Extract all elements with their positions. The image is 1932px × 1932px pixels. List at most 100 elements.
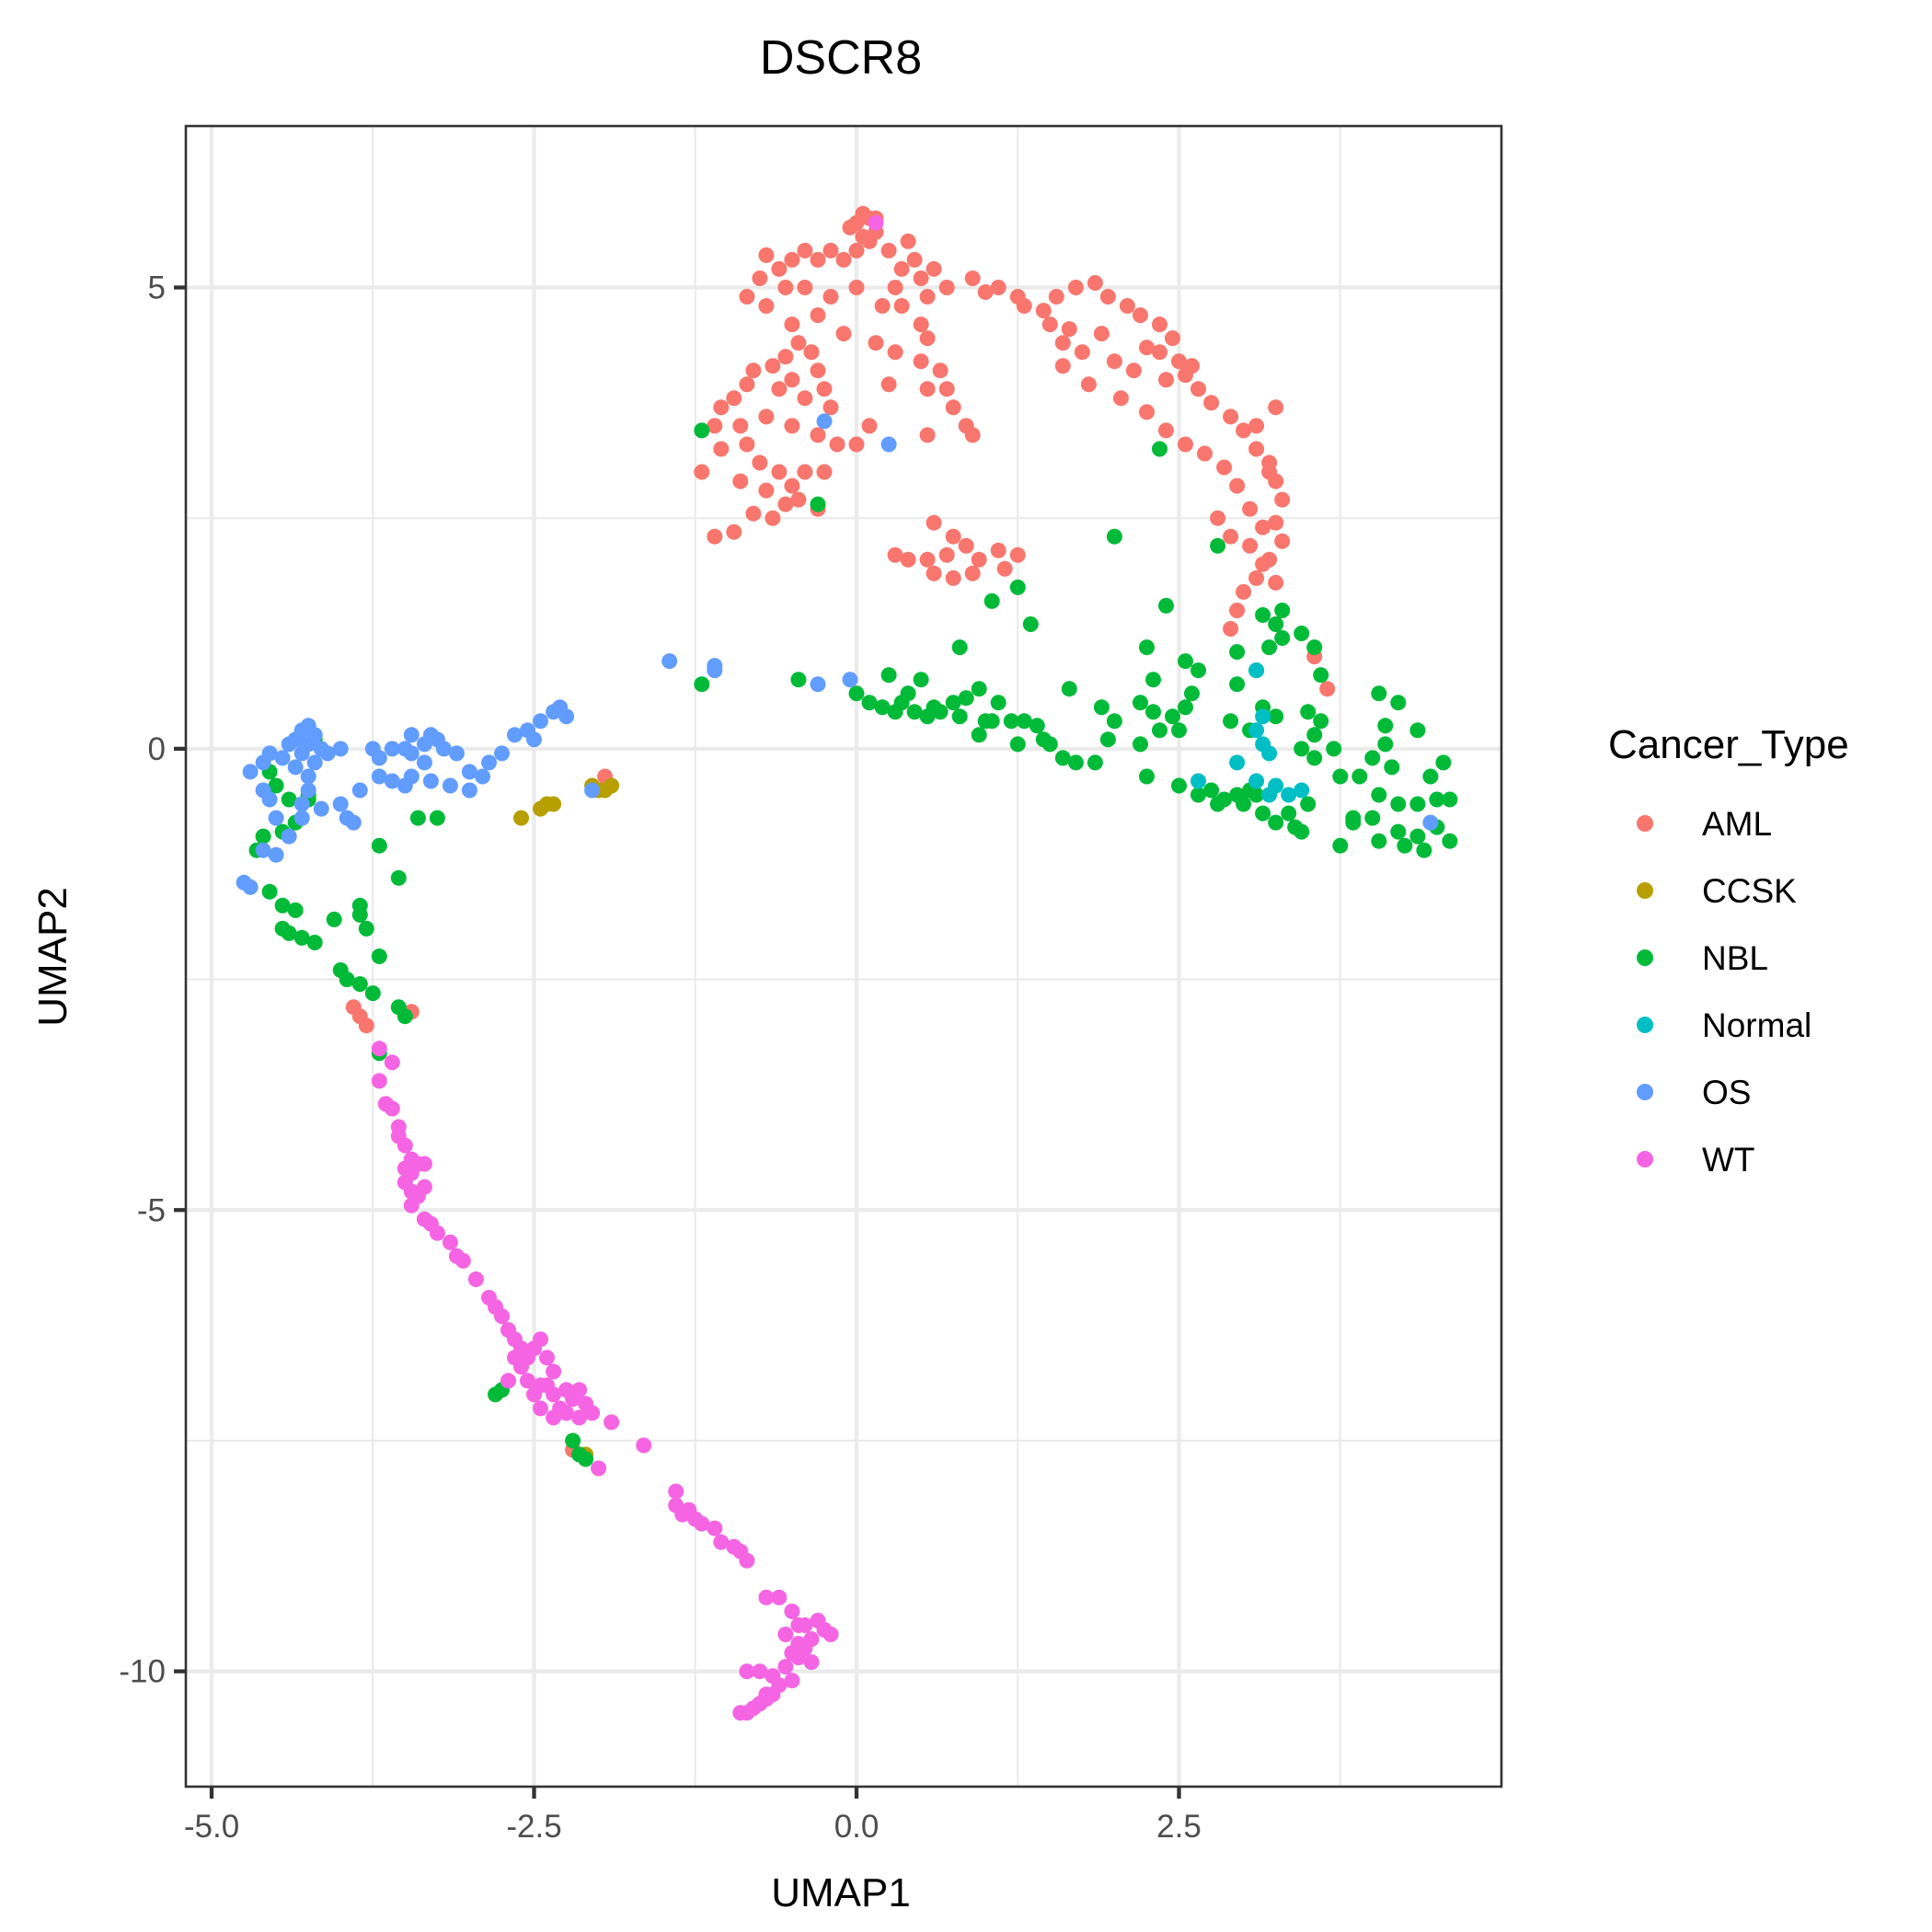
data-point [816, 381, 833, 397]
data-point [1152, 344, 1167, 361]
data-point [739, 1663, 755, 1680]
data-point [1384, 759, 1400, 776]
data-point [397, 777, 413, 794]
data-point [1061, 321, 1077, 338]
data-point [810, 251, 826, 268]
x-tick-label: 0.0 [834, 1809, 880, 1845]
data-point [300, 768, 316, 785]
data-point [990, 280, 1006, 295]
data-point [887, 344, 903, 361]
data-point [358, 920, 374, 937]
data-point [861, 695, 878, 711]
data-point [293, 810, 310, 826]
data-point [938, 280, 955, 295]
data-point [880, 436, 897, 453]
data-point [1029, 718, 1045, 734]
data-point [797, 464, 813, 480]
data-point [752, 1663, 768, 1680]
legend-label: WT [1702, 1141, 1755, 1179]
data-point [558, 1382, 575, 1398]
series-ccsk [513, 777, 620, 1463]
data-point [777, 1627, 794, 1642]
data-point [1016, 713, 1032, 730]
data-point [784, 251, 800, 268]
data-point [919, 551, 936, 568]
data-point [539, 1377, 555, 1394]
data-point [1300, 704, 1317, 720]
data-point [765, 1668, 781, 1685]
data-points [236, 205, 1458, 1721]
data-point [332, 741, 349, 757]
legend-key [1637, 815, 1653, 832]
data-point [293, 929, 310, 946]
data-point [777, 280, 794, 295]
data-point [1178, 436, 1193, 453]
legend-label: CCSK [1702, 872, 1797, 910]
data-point [919, 427, 936, 443]
data-point [1216, 459, 1233, 476]
data-point [1229, 754, 1246, 771]
data-point [1261, 464, 1278, 480]
data-point [306, 935, 323, 950]
data-point [1210, 510, 1226, 526]
series-os [236, 413, 1439, 895]
data-point [1416, 842, 1432, 858]
data-point [546, 1363, 562, 1380]
data-point [494, 745, 510, 762]
data-point [1016, 298, 1032, 314]
data-point [707, 418, 723, 434]
data-point [1190, 773, 1206, 789]
data-point [945, 569, 961, 586]
data-point [1364, 810, 1381, 826]
series-normal [1190, 662, 1310, 803]
data-point [539, 1350, 555, 1366]
x-tick-label: -2.5 [506, 1809, 561, 1845]
legend-label: OS [1702, 1074, 1751, 1111]
data-point [1236, 796, 1252, 812]
data-point [1165, 708, 1180, 725]
data-point [1268, 708, 1284, 725]
data-point [403, 727, 420, 743]
data-point [758, 1686, 775, 1703]
data-point [1371, 833, 1387, 849]
data-point [732, 1705, 749, 1721]
data-point [351, 782, 368, 799]
legend-title: Cancer_Type [1608, 722, 1849, 767]
data-point [274, 750, 291, 766]
data-point [848, 280, 865, 295]
data-point [513, 810, 529, 826]
data-point [319, 745, 336, 762]
legend-item-wt: WT [1637, 1141, 1755, 1179]
data-point [500, 1373, 516, 1389]
data-point [900, 551, 916, 568]
data-point [507, 1350, 523, 1366]
y-tick-label: -5 [137, 1192, 166, 1228]
data-point [287, 902, 304, 918]
data-point [461, 764, 477, 780]
data-point [313, 800, 329, 817]
data-point [409, 810, 426, 826]
data-point [913, 316, 929, 333]
data-point [1255, 519, 1271, 535]
data-point [1074, 344, 1090, 361]
data-point [435, 741, 452, 757]
data-point [1041, 316, 1058, 333]
data-point [1099, 289, 1116, 305]
data-point [810, 427, 826, 443]
data-point [777, 496, 794, 512]
data-point [1203, 782, 1220, 799]
data-point [1067, 280, 1084, 295]
data-point [242, 879, 259, 895]
data-point [1442, 791, 1458, 808]
data-point [384, 741, 400, 757]
data-point [822, 289, 839, 305]
data-point [1223, 713, 1239, 730]
data-point [584, 1405, 601, 1421]
data-point [1255, 556, 1271, 572]
data-point [868, 335, 884, 351]
data-point [591, 1460, 607, 1477]
data-point [971, 551, 987, 568]
data-point [797, 242, 813, 259]
data-point [784, 1673, 800, 1689]
